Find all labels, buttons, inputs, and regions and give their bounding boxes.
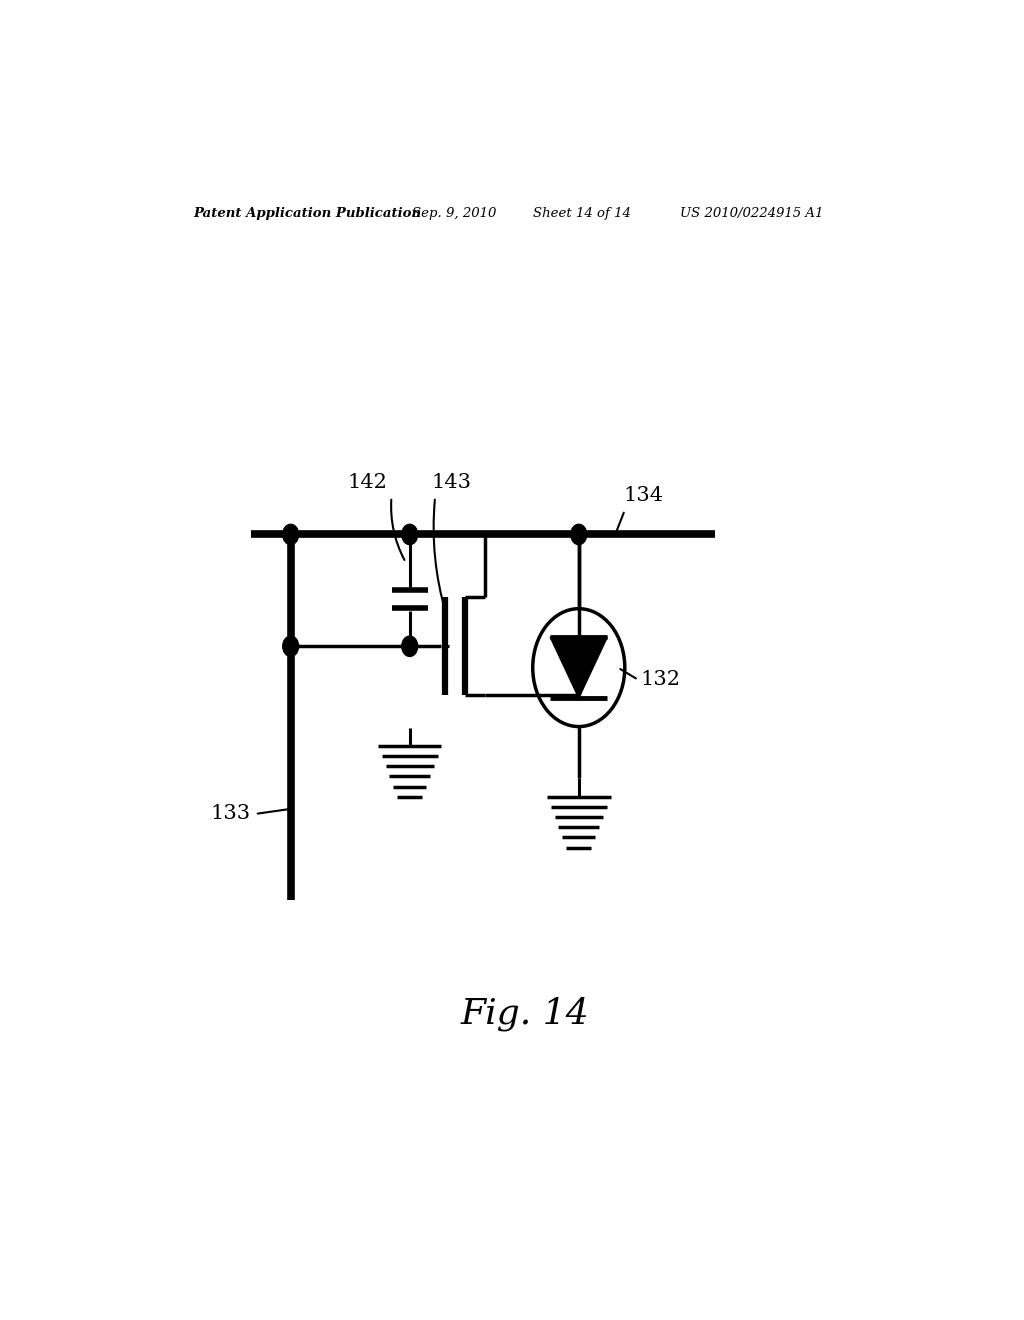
Text: US 2010/0224915 A1: US 2010/0224915 A1 xyxy=(680,207,823,220)
Text: Fig. 14: Fig. 14 xyxy=(461,997,589,1031)
Text: 134: 134 xyxy=(624,486,664,506)
Circle shape xyxy=(401,636,418,656)
Text: Sep. 9, 2010: Sep. 9, 2010 xyxy=(412,207,497,220)
Text: 143: 143 xyxy=(431,473,471,492)
Circle shape xyxy=(283,636,299,656)
Text: Patent Application Publication: Patent Application Publication xyxy=(194,207,421,220)
Text: 142: 142 xyxy=(347,473,387,492)
Text: Sheet 14 of 14: Sheet 14 of 14 xyxy=(532,207,631,220)
Circle shape xyxy=(283,524,299,545)
Polygon shape xyxy=(550,638,607,698)
Circle shape xyxy=(570,524,587,545)
Circle shape xyxy=(401,524,418,545)
Text: 132: 132 xyxy=(641,671,681,689)
Text: 133: 133 xyxy=(211,804,251,824)
